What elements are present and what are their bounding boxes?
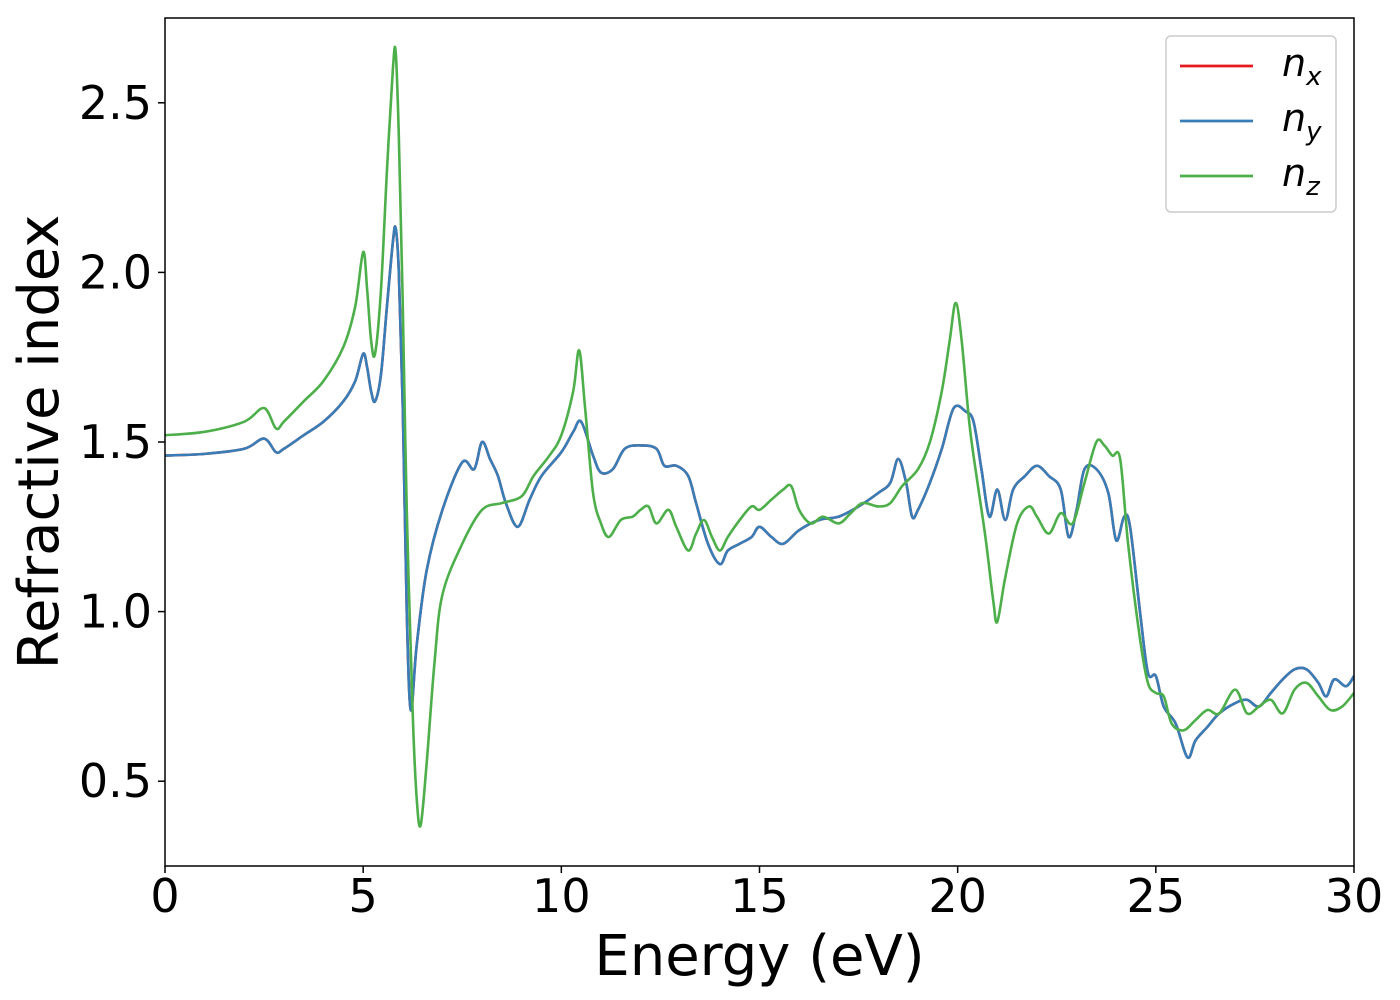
- y-tick-label: 2.0: [79, 245, 152, 299]
- x-tick-label: 5: [349, 869, 378, 923]
- series-line-y: [165, 225, 1354, 760]
- y-axis-ticks: 0.5 1.0 1.5 2.0 2.5: [79, 76, 165, 808]
- y-axis-label: Refractive index: [7, 215, 72, 670]
- x-tick-label: 25: [1127, 869, 1186, 923]
- x-tick-label: 10: [532, 869, 591, 923]
- x-tick-label: 30: [1325, 869, 1384, 923]
- x-tick-label: 0: [150, 869, 179, 923]
- x-tick-label: 15: [730, 869, 789, 923]
- x-tick-label: 20: [928, 869, 987, 923]
- y-tick-label: 1.5: [79, 415, 152, 469]
- y-tick-label: 1.0: [79, 585, 152, 639]
- legend-box: [1165, 35, 1337, 213]
- series-line-x: [165, 225, 1354, 760]
- y-tick-label: 2.5: [79, 76, 152, 130]
- x-axis-ticks: 0 5 10 15 20 25 30: [150, 866, 1383, 923]
- x-axis-label: Energy (eV): [594, 924, 924, 989]
- legend-label-x: nx: [1282, 41, 1322, 92]
- legend-label-y: ny: [1282, 96, 1322, 147]
- series-line-z: [165, 45, 1354, 828]
- series-layer: [165, 45, 1354, 828]
- y-tick-label: 0.5: [79, 754, 152, 808]
